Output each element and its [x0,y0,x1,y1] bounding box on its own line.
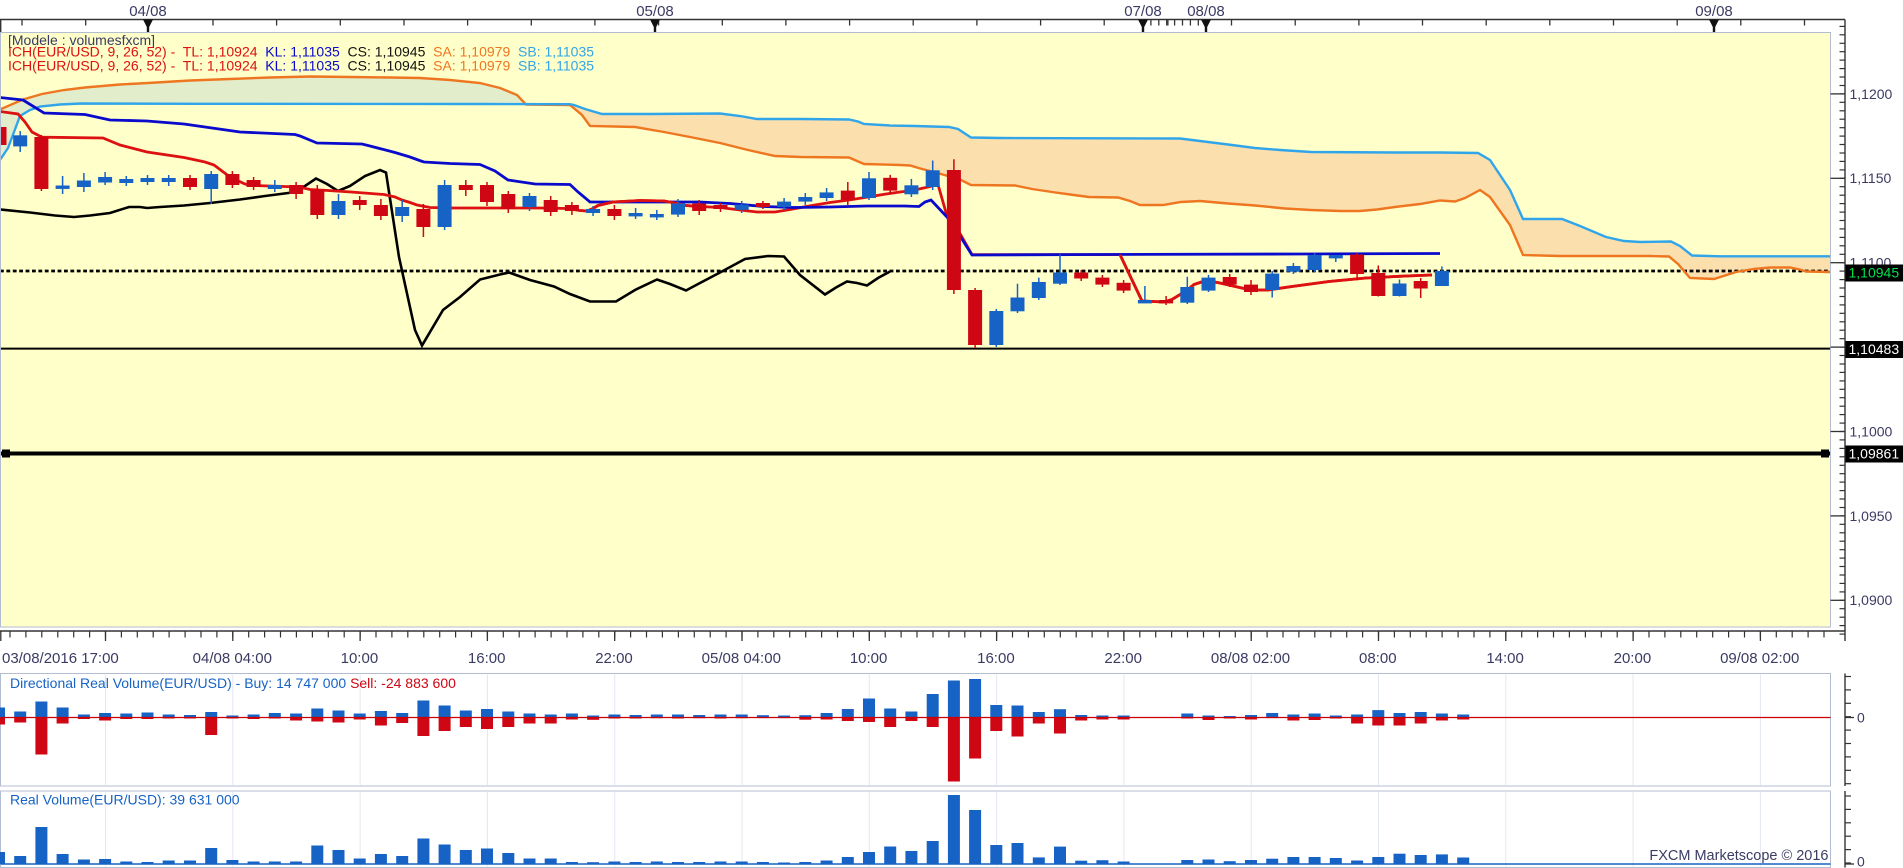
svg-text:04/08: 04/08 [129,3,167,20]
svg-text:04/08 04:00: 04/08 04:00 [193,650,272,667]
svg-text:07/08: 07/08 [1124,3,1162,20]
svg-text:09/08: 09/08 [1695,3,1733,20]
svg-text:22:00: 22:00 [1104,650,1142,667]
svg-text:20:00: 20:00 [1614,650,1652,667]
svg-text:ICH(EUR/USD, 9, 26, 52) - TL:: ICH(EUR/USD, 9, 26, 52) - TL: 1,10924 KL… [8,58,594,74]
svg-text:0: 0 [1857,854,1865,868]
svg-text:10:00: 10:00 [850,650,888,667]
svg-text:08:00: 08:00 [1359,650,1397,667]
svg-text:1,09861: 1,09861 [1849,446,1900,462]
svg-text:1,1200: 1,1200 [1850,86,1893,102]
svg-text:16:00: 16:00 [977,650,1015,667]
svg-text:FXCM Marketscope © 2016: FXCM Marketscope © 2016 [1649,848,1828,864]
svg-text:ICH(EUR/USD, 9, 26, 52) - TL:: ICH(EUR/USD, 9, 26, 52) - TL: 1,10924 KL… [8,44,594,60]
svg-text:09/08 02:00: 09/08 02:00 [1720,650,1799,667]
svg-text:1,1150: 1,1150 [1850,170,1892,186]
svg-text:[Modele : volumesfxcm]: [Modele : volumesfxcm] [8,32,155,48]
svg-text:22:00: 22:00 [595,650,633,667]
svg-text:10:00: 10:00 [341,650,379,667]
svg-text:1,10945: 1,10945 [1849,265,1900,281]
svg-text:16:00: 16:00 [468,650,506,667]
svg-text:1,0950: 1,0950 [1850,508,1893,524]
svg-text:03/08/2016 17:00: 03/08/2016 17:00 [2,650,119,667]
svg-text:0: 0 [1857,709,1865,725]
svg-text:14:00: 14:00 [1486,650,1524,667]
svg-text:05/08 04:00: 05/08 04:00 [702,650,781,667]
svg-text:05/08: 05/08 [636,3,674,20]
svg-text:1,1000: 1,1000 [1850,423,1893,439]
svg-text:Directional Real Volume(EUR/US: Directional Real Volume(EUR/USD) - Buy: … [10,675,456,691]
svg-text:08/08: 08/08 [1187,3,1225,20]
svg-text:Real Volume(EUR/USD): 39 631 0: Real Volume(EUR/USD): 39 631 000 [10,792,240,808]
svg-text:1,0900: 1,0900 [1850,592,1893,608]
svg-text:08/08 02:00: 08/08 02:00 [1211,650,1290,667]
svg-text:1,10483: 1,10483 [1849,341,1900,357]
